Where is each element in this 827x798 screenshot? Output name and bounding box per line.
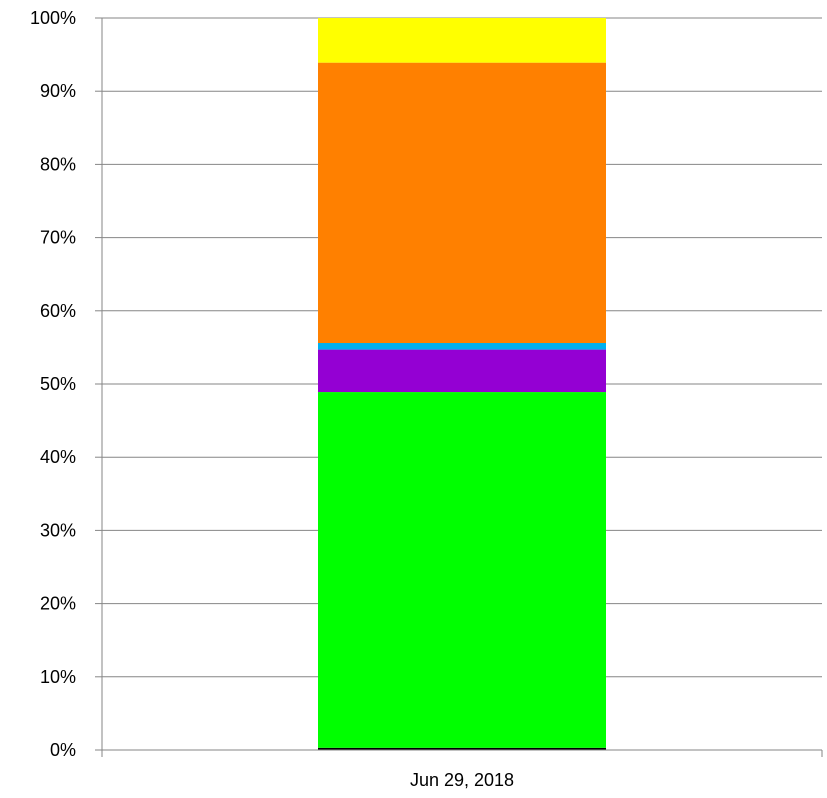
- bar-segment-5: [318, 62, 606, 344]
- y-tick-label: 20%: [40, 594, 76, 614]
- bar-segment-6: [318, 18, 606, 63]
- bar-segment-2: [318, 392, 606, 748]
- y-tick-label: 50%: [40, 374, 76, 394]
- y-tick-label: 40%: [40, 447, 76, 467]
- bar-segment-4: [318, 343, 606, 350]
- y-tick-label: 30%: [40, 520, 76, 540]
- x-category-label: Jun 29, 2018: [410, 770, 514, 790]
- bar-segment-3: [318, 349, 606, 393]
- y-tick-label: 80%: [40, 154, 76, 174]
- y-tick-label: 0%: [50, 740, 76, 760]
- y-axis-ticks: 0% 10% 20% 30% 40% 50% 60% 70% 80% 90% 100%: [30, 8, 102, 760]
- bar-segment-1: [318, 747, 606, 750]
- y-tick-label: 100%: [30, 8, 76, 28]
- y-tick-label: 70%: [40, 228, 76, 248]
- y-tick-label: 60%: [40, 301, 76, 321]
- bar-segments: [318, 18, 606, 750]
- y-tick-label: 10%: [40, 667, 76, 687]
- x-axis-ticks: Jun 29, 2018: [101, 750, 823, 790]
- y-tick-label: 90%: [40, 81, 76, 101]
